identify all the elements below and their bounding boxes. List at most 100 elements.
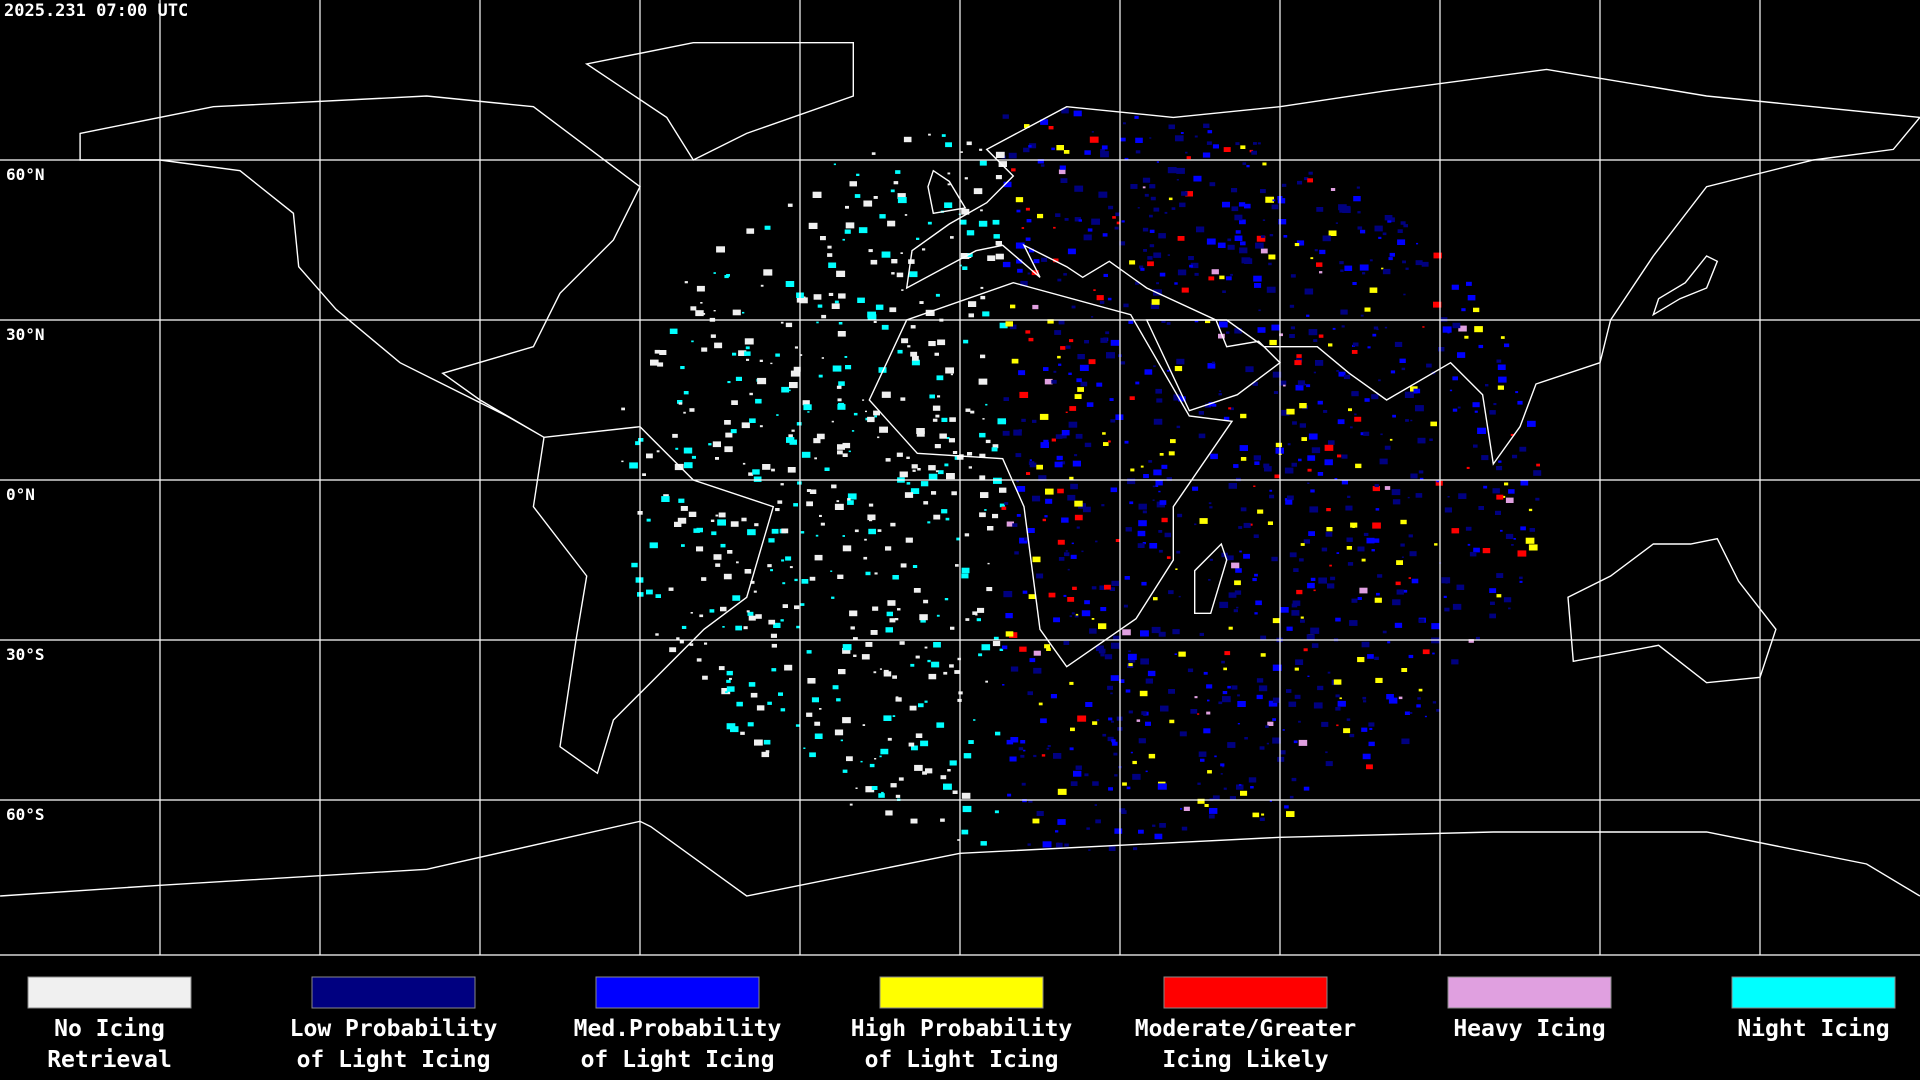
cloud-pixel <box>1145 770 1148 773</box>
cloud-pixel <box>1176 550 1181 554</box>
cloud-pixel <box>1299 558 1304 562</box>
cloud-pixel <box>837 398 842 402</box>
cloud-pixel <box>1357 226 1363 230</box>
cloud-pixel <box>892 575 899 580</box>
cloud-pixel <box>1295 384 1304 391</box>
cloud-pixel <box>1142 510 1147 514</box>
legend-swatch <box>311 976 476 1009</box>
cloud-pixel <box>1200 758 1205 762</box>
cloud-pixel <box>800 603 805 606</box>
cloud-pixel <box>1065 345 1071 349</box>
cloud-pixel <box>1228 483 1237 489</box>
cloud-pixel <box>924 646 928 649</box>
cloud-pixel <box>1307 582 1315 589</box>
cloud-pixel <box>908 259 915 264</box>
cloud-pixel <box>1449 389 1453 392</box>
cloud-pixel <box>925 309 935 316</box>
cloud-pixel <box>1032 818 1040 824</box>
cloud-pixel <box>725 432 733 438</box>
cloud-pixel <box>770 362 773 365</box>
cloud-pixel <box>1141 711 1147 715</box>
cloud-pixel <box>1063 594 1067 597</box>
cloud-pixel <box>1104 584 1111 590</box>
cloud-pixel <box>1354 416 1362 422</box>
cloud-pixel <box>1016 486 1026 492</box>
cloud-pixel <box>781 528 789 534</box>
cloud-pixel <box>944 598 949 601</box>
cloud-pixel <box>1029 658 1036 663</box>
cloud-pixel <box>1457 352 1466 358</box>
cloud-pixel <box>922 771 927 775</box>
cloud-pixel <box>1297 380 1305 386</box>
cloud-pixel <box>915 655 920 659</box>
cloud-pixel <box>1114 226 1119 230</box>
cloud-pixel <box>781 386 790 393</box>
cloud-pixel <box>674 521 682 527</box>
cloud-pixel <box>1032 495 1041 502</box>
cloud-pixel <box>1198 433 1206 439</box>
cloud-pixel <box>856 173 860 176</box>
cloud-pixel <box>1142 542 1146 545</box>
cloud-pixel <box>1207 363 1216 369</box>
cloud-pixel <box>1063 641 1070 645</box>
cloud-pixel <box>1072 586 1077 590</box>
cloud-pixel <box>1492 488 1500 494</box>
cloud-pixel <box>922 248 926 251</box>
cloud-pixel <box>970 410 975 414</box>
cloud-pixel <box>1084 150 1091 155</box>
cloud-pixel <box>897 197 907 204</box>
cloud-pixel <box>821 314 827 319</box>
cloud-pixel <box>1327 583 1335 589</box>
cloud-pixel <box>1410 473 1418 479</box>
cloud-pixel <box>1067 568 1070 571</box>
cloud-pixel <box>1063 273 1067 276</box>
cloud-pixel <box>999 487 1007 493</box>
cloud-pixel <box>824 467 830 471</box>
cloud-pixel <box>801 451 811 458</box>
cloud-pixel <box>1110 339 1120 346</box>
cloud-pixel <box>659 350 667 355</box>
cloud-pixel <box>781 559 785 562</box>
cloud-pixel <box>1228 626 1233 630</box>
cloud-pixel <box>901 289 904 291</box>
cloud-pixel <box>1375 677 1383 683</box>
cloud-pixel <box>937 339 946 346</box>
cloud-pixel <box>1418 688 1423 692</box>
cloud-pixel <box>1384 215 1393 221</box>
cloud-pixel <box>1208 579 1211 581</box>
cloud-pixel <box>1319 271 1323 274</box>
cloud-pixel <box>795 724 800 727</box>
cloud-pixel <box>1203 123 1210 128</box>
cloud-pixel <box>1263 463 1270 468</box>
cloud-pixel <box>1236 606 1239 609</box>
cloud-pixel <box>1293 568 1299 572</box>
cloud-pixel <box>1298 458 1302 462</box>
cloud-pixel <box>1272 737 1281 744</box>
cloud-pixel <box>1260 653 1266 657</box>
cloud-pixel <box>961 567 970 574</box>
cloud-pixel <box>1357 546 1365 552</box>
cloud-pixel <box>832 685 839 690</box>
cloud-pixel <box>1134 115 1139 119</box>
cloud-pixel <box>1110 675 1119 681</box>
cloud-pixel <box>992 641 1001 647</box>
cloud-pixel <box>1140 630 1149 637</box>
cloud-pixel <box>837 450 843 455</box>
cloud-pixel <box>961 573 969 579</box>
cloud-pixel <box>936 722 945 728</box>
cloud-pixel <box>865 642 873 647</box>
cloud-pixel <box>806 501 813 507</box>
cloud-pixel <box>1445 582 1448 584</box>
cloud-pixel <box>1405 419 1409 422</box>
cloud-pixel <box>1186 156 1191 160</box>
cloud-pixel <box>1057 819 1066 825</box>
cloud-pixel <box>831 484 837 489</box>
cloud-pixel <box>1360 314 1364 317</box>
cloud-pixel <box>1404 711 1410 715</box>
cloud-pixel <box>1452 408 1458 412</box>
cloud-pixel <box>1100 151 1109 158</box>
cloud-pixel <box>1222 691 1228 695</box>
cloud-pixel <box>853 637 858 641</box>
cloud-pixel <box>1060 434 1067 439</box>
